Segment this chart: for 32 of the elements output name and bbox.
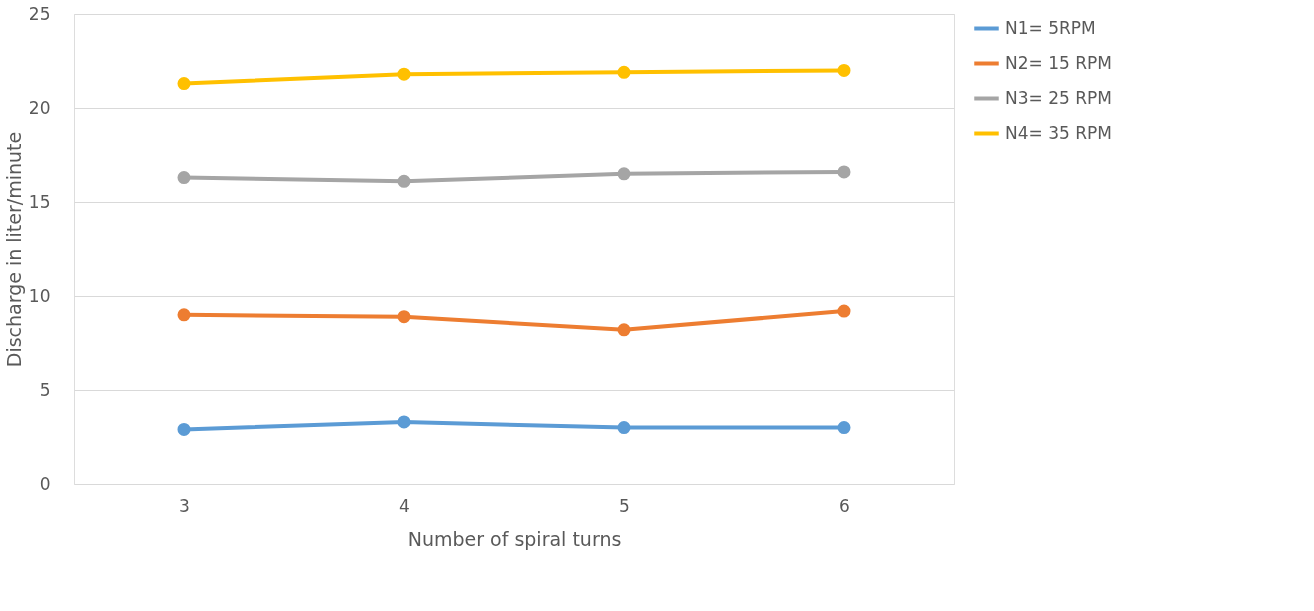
point [837, 165, 851, 179]
point [177, 77, 191, 91]
point [177, 171, 191, 185]
x-tick-label: 4 [399, 495, 410, 516]
point [837, 304, 851, 318]
y-tick-label: 15 [28, 191, 51, 212]
legend-label: N4= 35 RPM [1005, 122, 1112, 143]
legend-label: N2= 15 RPM [1005, 52, 1112, 73]
y-tick-label: 5 [39, 379, 51, 400]
point [617, 65, 631, 79]
y-tick-label: 10 [28, 285, 51, 306]
point [617, 323, 631, 337]
y-axis-title: Discharge in liter/minute [2, 131, 25, 368]
point [397, 67, 411, 81]
point [617, 421, 631, 435]
point [837, 421, 851, 435]
point [837, 63, 851, 77]
legend-label: N1= 5RPM [1005, 17, 1096, 38]
y-tick-label: 0 [39, 473, 51, 494]
legend-label: N3= 25 RPM [1005, 87, 1112, 108]
point [617, 167, 631, 181]
x-tick-label: 6 [839, 495, 850, 516]
point [397, 174, 411, 188]
point [397, 310, 411, 324]
y-tick-label: 20 [28, 97, 51, 118]
point [397, 415, 411, 429]
x-tick-label: 3 [179, 495, 190, 516]
y-tick-label: 25 [28, 3, 51, 24]
x-axis-title: Number of spiral turns [407, 527, 622, 550]
x-tick-label: 5 [619, 495, 630, 516]
point [177, 422, 191, 436]
point [177, 308, 191, 322]
